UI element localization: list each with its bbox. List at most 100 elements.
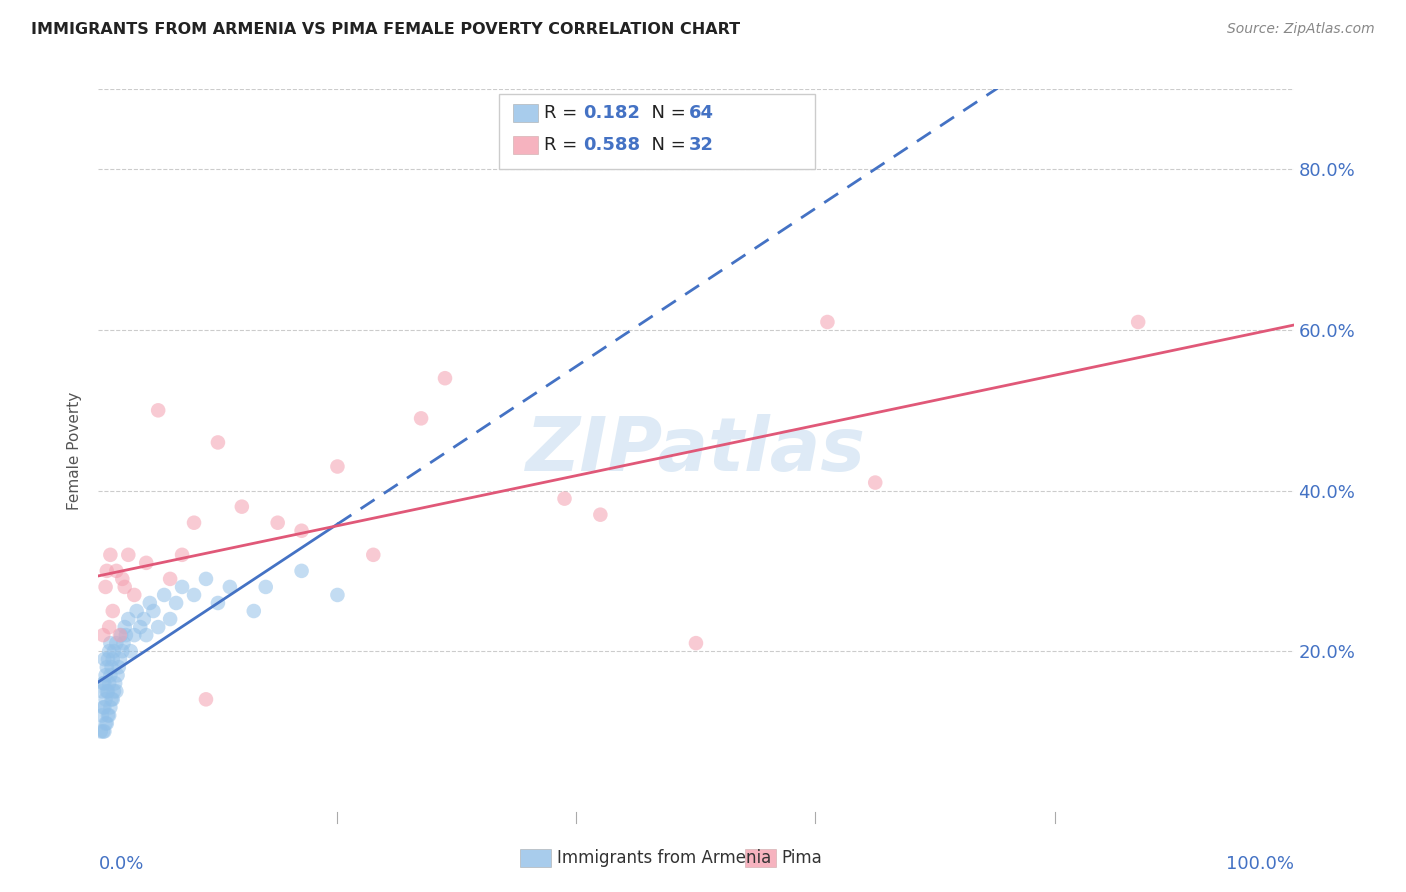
Point [124,628,146,642]
Point [98,620,121,634]
Point [267,516,290,530]
Point [117,548,139,562]
Point [207,435,229,450]
Point [153,588,176,602]
Point [1128,315,1150,329]
Point [103,644,125,658]
Point [103,684,125,698]
Text: ZIPatlas: ZIPatlas [526,414,866,487]
Point [219,580,242,594]
Point [96,660,118,674]
Point [93,652,115,666]
Point [135,628,157,642]
Point [91,708,114,723]
Point [132,612,155,626]
Point [91,628,114,642]
Point [135,556,157,570]
Text: 32: 32 [689,136,714,154]
Point [105,636,128,650]
Point [183,516,205,530]
Text: Source: ZipAtlas.com: Source: ZipAtlas.com [1227,22,1375,37]
Point [326,459,349,474]
Point [107,668,129,682]
Point [96,684,118,698]
Point [108,628,131,642]
Point [326,588,349,602]
Point [101,652,124,666]
Point [98,708,121,723]
Text: N =: N = [640,136,692,154]
Text: R =: R = [544,136,583,154]
Point [111,572,134,586]
Point [434,371,457,385]
Text: Pima: Pima [782,849,823,867]
Text: 0.0%: 0.0% [98,855,143,873]
Point [195,692,218,706]
Point [93,700,115,714]
Point [159,572,181,586]
Point [231,500,253,514]
Point [112,636,135,650]
Point [93,676,115,690]
Text: N =: N = [640,104,692,122]
Point [91,700,114,714]
Point [243,604,266,618]
Point [93,724,115,739]
Point [98,676,121,690]
Point [97,652,120,666]
Text: 0.182: 0.182 [583,104,641,122]
Text: 100.0%: 100.0% [1226,855,1294,873]
Point [96,564,118,578]
Point [101,692,124,706]
Point [105,684,128,698]
Point [865,475,887,490]
Point [107,660,129,674]
Point [139,596,162,610]
Y-axis label: Female Poverty: Female Poverty [67,392,83,509]
Point [97,708,120,723]
Point [589,508,612,522]
Point [110,628,132,642]
Point [94,580,117,594]
Point [363,548,385,562]
Point [91,684,114,698]
Point [98,644,121,658]
Point [165,596,187,610]
Text: IMMIGRANTS FROM ARMENIA VS PIMA FEMALE POVERTY CORRELATION CHART: IMMIGRANTS FROM ARMENIA VS PIMA FEMALE P… [31,22,740,37]
Point [98,548,122,562]
Point [685,636,707,650]
Point [254,580,277,594]
Point [125,604,148,618]
Point [96,716,118,731]
Point [91,676,114,690]
Point [100,660,122,674]
Point [114,580,136,594]
Point [117,612,139,626]
Point [148,403,170,417]
Point [124,588,146,602]
Point [183,588,205,602]
Point [114,620,136,634]
Text: 0.588: 0.588 [583,136,641,154]
Point [94,692,117,706]
Point [104,676,127,690]
Point [142,604,165,618]
Point [172,548,194,562]
Point [120,644,142,658]
Point [172,580,194,594]
Point [207,596,229,610]
Point [148,620,170,634]
Point [90,724,112,739]
Point [98,668,122,682]
Point [94,668,117,682]
Point [159,612,181,626]
Point [101,604,124,618]
Point [91,724,114,739]
Point [554,491,576,506]
Point [98,636,122,650]
Point [108,652,131,666]
Point [100,692,122,706]
Text: 64: 64 [689,104,714,122]
Point [291,564,314,578]
Point [97,684,120,698]
